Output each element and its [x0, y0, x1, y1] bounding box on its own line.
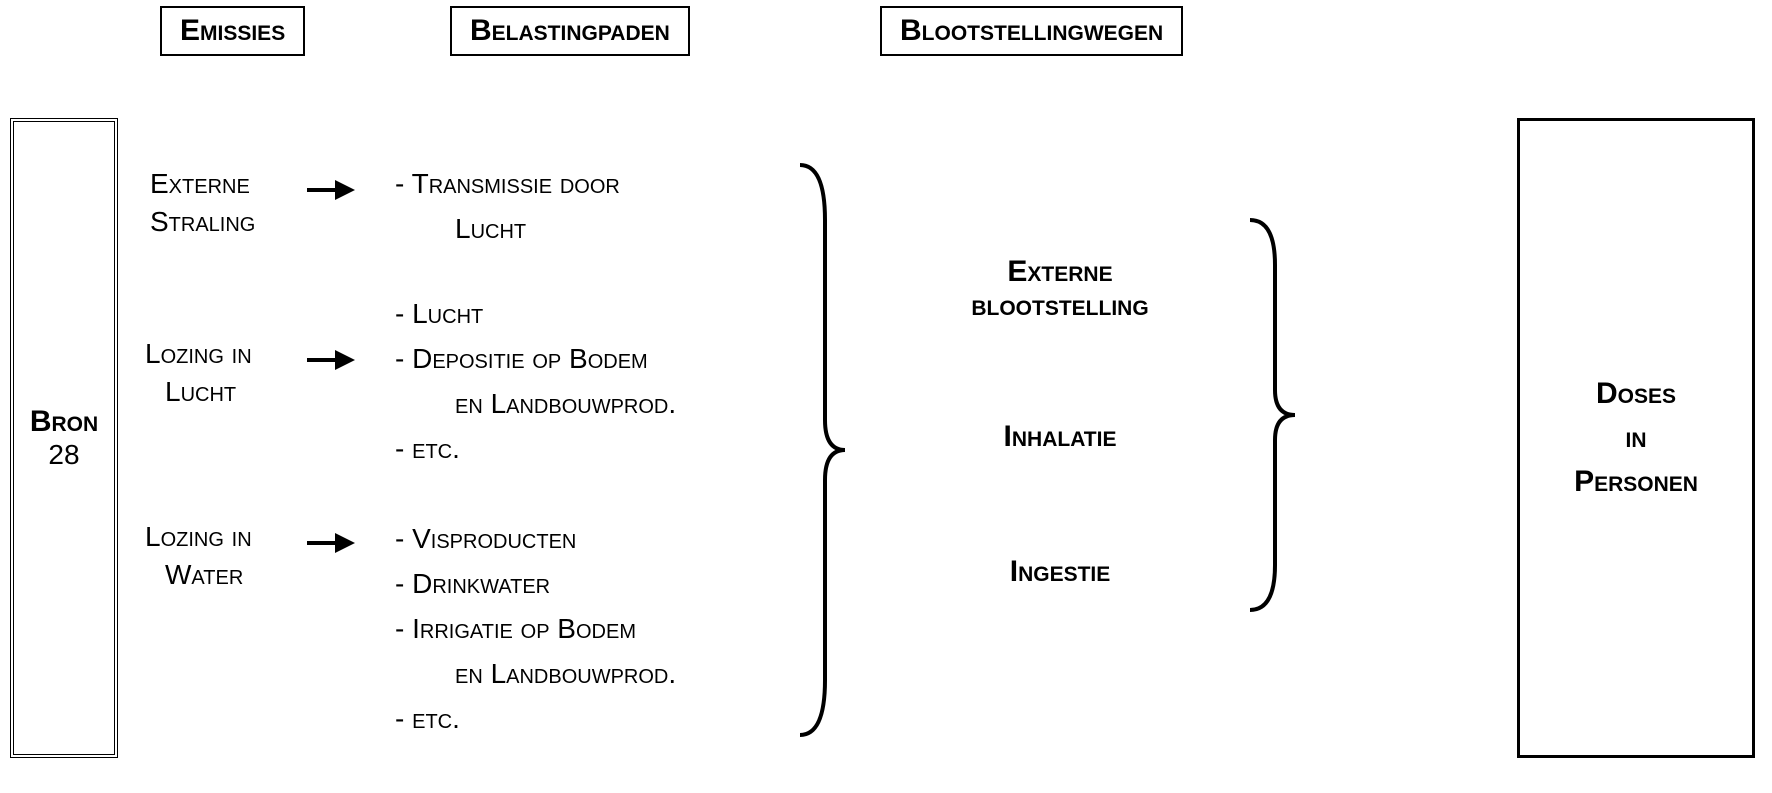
pad-lucht: - Lucht — [395, 295, 483, 333]
emissie-lozing-water-l1: Lozing in — [145, 518, 252, 556]
pad-drinkwater: - Drinkwater — [395, 565, 550, 603]
bloot-ingestie: Ingestie — [920, 555, 1200, 589]
emissie-externe: Externe Straling — [150, 165, 255, 241]
brace-right — [1240, 215, 1300, 620]
arrow-icon — [305, 345, 355, 375]
doses-l3: Personen — [1574, 465, 1698, 499]
emissie-lozing-lucht-l2: Lucht — [165, 373, 252, 411]
pad-depositie: - Depositie op Bodem — [395, 340, 648, 378]
emissie-lozing-water: Lozing in Water — [145, 518, 252, 594]
bloot-externe-l1: Externe — [920, 255, 1200, 289]
bron-number: 28 — [48, 439, 79, 471]
brace-left — [790, 160, 850, 745]
pad-etc2: - etc. — [395, 700, 460, 738]
bloot-externe-l2: blootstelling — [920, 289, 1200, 323]
bron-box: Bron 28 — [10, 118, 118, 758]
pad-transmissie: - Transmissie door — [395, 165, 620, 203]
arrow-icon — [305, 175, 355, 205]
pad-depositie-land: en Landbouwprod. — [455, 385, 676, 423]
emissie-lozing-lucht: Lozing in Lucht — [145, 335, 252, 411]
emissie-lozing-water-l2: Water — [165, 556, 252, 594]
bloot-externe: Externe blootstelling — [920, 255, 1200, 323]
pad-irrigatie: - Irrigatie op Bodem — [395, 610, 636, 648]
arrow-icon — [305, 528, 355, 558]
header-blootstellingwegen: Blootstellingwegen — [880, 6, 1183, 56]
doses-box: Doses in Personen — [1517, 118, 1755, 758]
pad-etc1: - etc. — [395, 430, 460, 468]
emissie-externe-l2: Straling — [150, 203, 255, 241]
emissie-externe-l1: Externe — [150, 165, 255, 203]
pad-irrigatie-land: en Landbouwprod. — [455, 655, 676, 693]
pad-transmissie-lucht: Lucht — [455, 210, 526, 248]
bron-label: Bron — [30, 405, 98, 439]
doses-l1: Doses — [1596, 377, 1676, 411]
pad-visproducten: - Visproducten — [395, 520, 576, 558]
header-emissies: Emissies — [160, 6, 305, 56]
emissie-lozing-lucht-l1: Lozing in — [145, 335, 252, 373]
doses-l2: in — [1626, 421, 1647, 455]
header-belastingpaden: Belastingpaden — [450, 6, 690, 56]
bloot-inhalatie: Inhalatie — [920, 420, 1200, 454]
